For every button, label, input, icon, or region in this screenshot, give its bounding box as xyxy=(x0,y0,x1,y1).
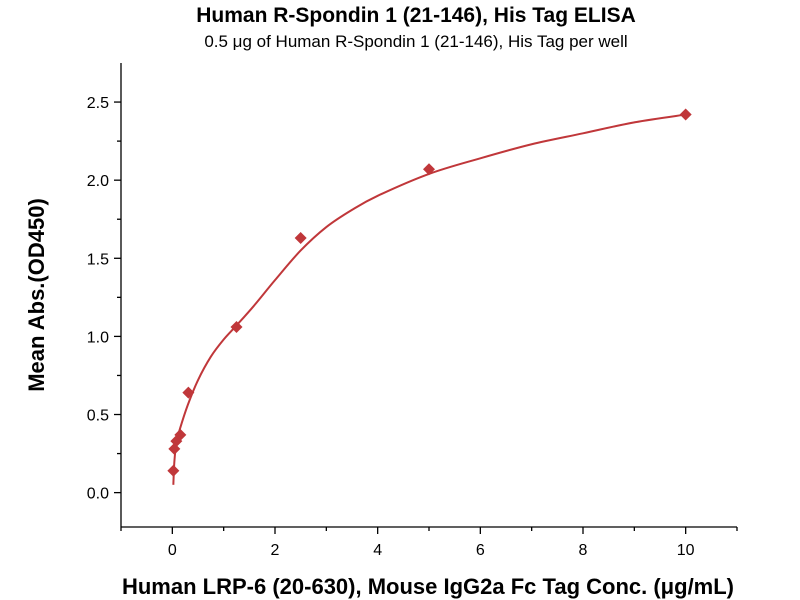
data-point-marker xyxy=(230,321,243,334)
data-point-marker xyxy=(679,108,692,121)
y-axis-ticks: 0.0 0.5 1.0 1.5 2.0 2.5 xyxy=(87,95,121,503)
x-tick-label: 0 xyxy=(168,542,177,559)
plot-area: 0 2 4 6 8 10 0.0 0.5 1.0 1.5 2.0 2.5 xyxy=(87,63,738,559)
y-tick-label: 1.0 xyxy=(87,329,109,346)
x-tick-label: 6 xyxy=(476,542,485,559)
x-tick-label: 10 xyxy=(677,542,695,559)
chart-title: Human R-Spondin 1 (21-146), His Tag ELIS… xyxy=(196,4,636,27)
data-point-marker xyxy=(423,163,435,176)
y-tick-label: 0.5 xyxy=(87,408,109,425)
y-tick-label: 1.5 xyxy=(87,251,109,268)
y-axis-label: Mean Abs.(OD450) xyxy=(24,198,49,392)
y-tick-label: 2.5 xyxy=(87,95,109,112)
data-point-marker xyxy=(182,386,195,399)
data-point-marker xyxy=(294,231,307,244)
data-point-marker xyxy=(167,464,180,477)
data-points xyxy=(167,108,692,477)
x-tick-label: 2 xyxy=(271,542,280,559)
x-tick-label: 4 xyxy=(373,542,382,559)
x-tick-label: 8 xyxy=(579,542,588,559)
data-point-marker xyxy=(174,428,187,441)
x-axis-ticks: 0 2 4 6 8 10 xyxy=(120,527,738,559)
y-tick-label: 0.0 xyxy=(87,486,109,503)
chart-subtitle: 0.5 μg of Human R-Spondin 1 (21-146), Hi… xyxy=(204,32,627,51)
fit-curve-line xyxy=(172,113,686,485)
y-tick-label: 2.0 xyxy=(87,173,109,190)
x-axis-label: Human LRP-6 (20-630), Mouse IgG2a Fc Tag… xyxy=(122,574,734,599)
